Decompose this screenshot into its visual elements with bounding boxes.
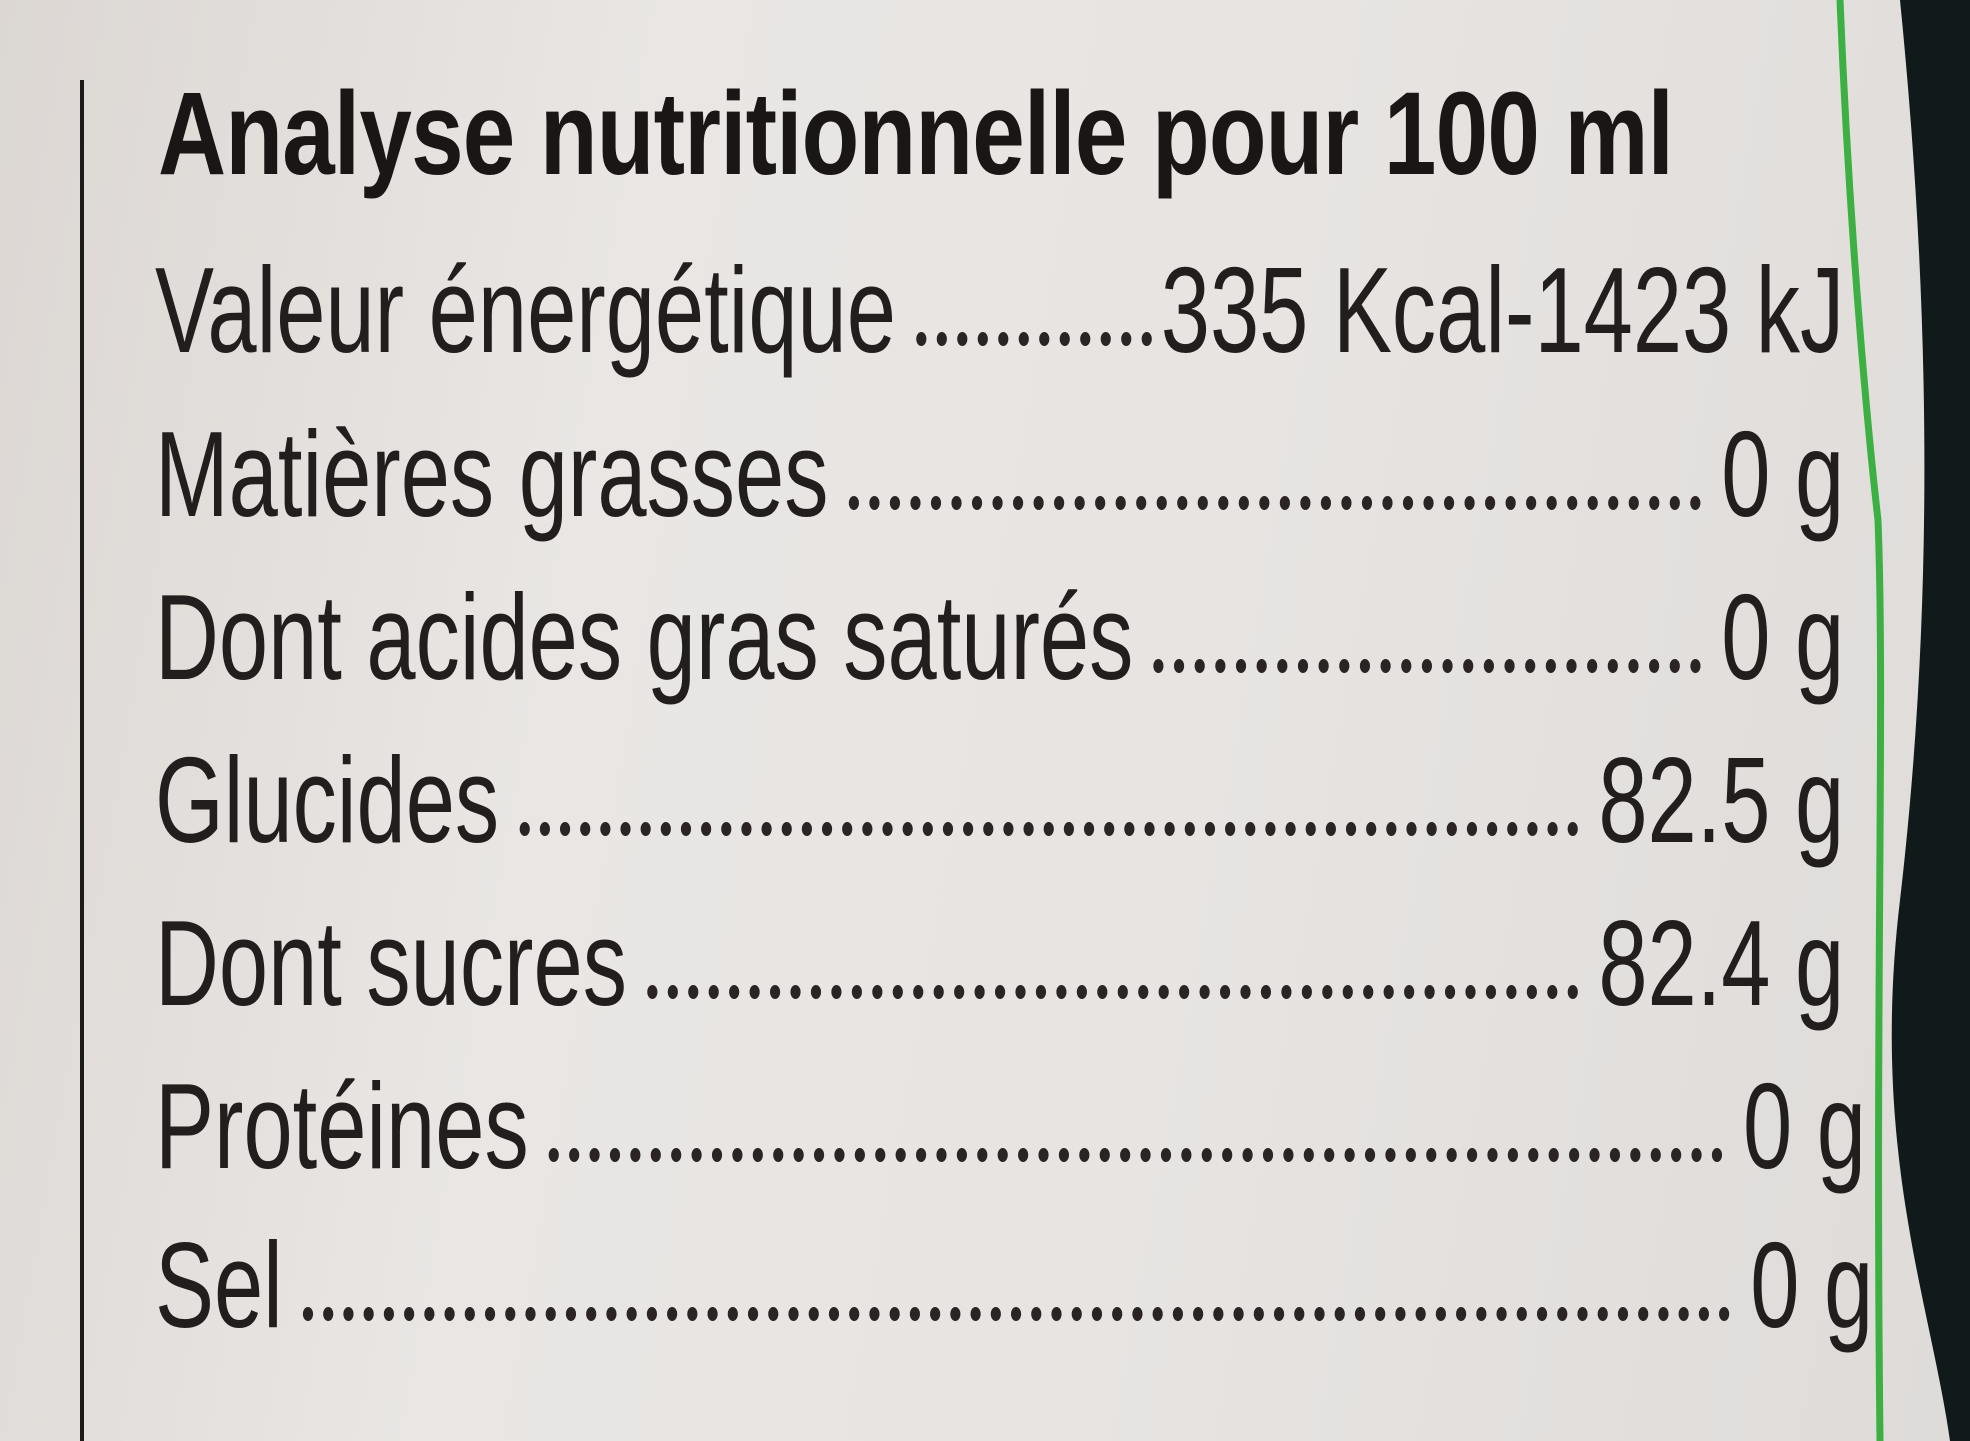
row-value: 82.5 g: [1598, 732, 1845, 868]
dot-leader: [519, 822, 1579, 836]
nutrition-row: Glucides 82.5 g: [155, 730, 1844, 880]
green-line: [1836, 0, 1885, 1441]
left-border-line: [80, 80, 84, 1441]
row-value: 82.4 g: [1598, 895, 1845, 1031]
nutrition-row: Valeur énergétique 335 Kcal-1423 kJ: [155, 240, 1844, 390]
row-value: 0 g: [1743, 1058, 1866, 1194]
row-name: Glucides: [155, 732, 500, 868]
nutrition-row: Dont acides gras saturés 0 g: [155, 567, 1844, 717]
row-value: 0 g: [1750, 1217, 1874, 1353]
dot-leader: [1153, 659, 1701, 673]
row-name: Dont sucres: [155, 895, 627, 1031]
row-value: 0 g: [1721, 569, 1845, 705]
dot-leader: [848, 496, 1701, 510]
row-name: Dont acides gras saturés: [155, 569, 1134, 705]
nutrition-row: Dont sucres 82.4 g: [155, 893, 1844, 1043]
nutrition-row: Matières grasses 0 g: [155, 404, 1844, 554]
row-name: Valeur énergétique: [155, 242, 896, 378]
dot-leader: [916, 332, 1153, 346]
nutrition-row: Sel 0 g: [155, 1215, 1873, 1365]
row-name: Protéines: [155, 1058, 529, 1194]
nutrition-row: Protéines 0 g: [155, 1056, 1866, 1206]
row-name: Sel: [155, 1217, 283, 1353]
dot-leader: [647, 985, 1579, 999]
row-name: Matières grasses: [155, 406, 829, 542]
label-title: Analyse nutritionnelle pour 100 ml: [158, 68, 1674, 200]
row-value: 335 Kcal-1423 kJ: [1160, 242, 1845, 378]
bottle-edge: [1891, 0, 1970, 1441]
dot-leader: [548, 1148, 1723, 1162]
row-value: 0 g: [1721, 406, 1845, 542]
dot-leader: [303, 1307, 1730, 1321]
